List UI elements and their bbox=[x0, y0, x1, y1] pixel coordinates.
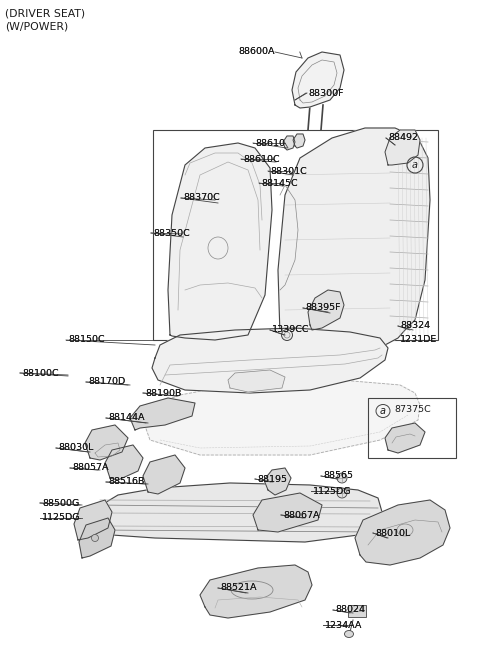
Polygon shape bbox=[85, 425, 128, 460]
Text: 88500G: 88500G bbox=[42, 499, 79, 507]
Text: 88300F: 88300F bbox=[308, 88, 344, 98]
Text: 1231DE: 1231DE bbox=[400, 336, 437, 344]
Text: 88145C: 88145C bbox=[261, 178, 298, 188]
Text: 1231DE: 1231DE bbox=[400, 336, 437, 344]
Text: 87375C: 87375C bbox=[394, 406, 431, 414]
Text: 88492: 88492 bbox=[388, 134, 418, 142]
Text: 88300F: 88300F bbox=[308, 88, 344, 98]
Polygon shape bbox=[228, 370, 285, 392]
Text: 88010L: 88010L bbox=[375, 529, 410, 537]
Text: 1125DG: 1125DG bbox=[42, 513, 81, 523]
Text: 88144A: 88144A bbox=[108, 414, 144, 422]
Text: 88030L: 88030L bbox=[58, 444, 94, 452]
Text: 88565: 88565 bbox=[323, 471, 353, 481]
Text: 88610C: 88610C bbox=[243, 154, 280, 164]
Text: 88057A: 88057A bbox=[72, 464, 108, 473]
Bar bbox=[153, 130, 438, 340]
Text: 88350C: 88350C bbox=[153, 229, 190, 237]
Text: 1125DG: 1125DG bbox=[313, 487, 351, 495]
Text: 88324: 88324 bbox=[400, 321, 430, 331]
Polygon shape bbox=[308, 290, 344, 330]
Ellipse shape bbox=[337, 473, 347, 483]
Text: 88170D: 88170D bbox=[88, 378, 125, 386]
Text: 88195: 88195 bbox=[257, 475, 287, 483]
Polygon shape bbox=[85, 483, 382, 545]
Polygon shape bbox=[292, 52, 344, 108]
Polygon shape bbox=[385, 130, 420, 165]
Text: 88170D: 88170D bbox=[88, 378, 125, 386]
Text: 1339CC: 1339CC bbox=[272, 325, 310, 334]
Text: 88100C: 88100C bbox=[22, 368, 59, 378]
Polygon shape bbox=[143, 455, 185, 494]
Text: (DRIVER SEAT)
(W/POWER): (DRIVER SEAT) (W/POWER) bbox=[5, 8, 85, 32]
Text: 88500G: 88500G bbox=[42, 499, 79, 507]
Text: 88516B: 88516B bbox=[108, 477, 144, 487]
Text: 88301C: 88301C bbox=[270, 166, 307, 176]
Text: 88395F: 88395F bbox=[305, 303, 340, 313]
Text: 88370C: 88370C bbox=[183, 194, 220, 203]
Text: 88057A: 88057A bbox=[72, 464, 108, 473]
Text: 88100C: 88100C bbox=[22, 368, 59, 378]
Bar bbox=[368, 398, 456, 458]
Text: 1125DG: 1125DG bbox=[313, 487, 351, 495]
Text: 88395F: 88395F bbox=[305, 303, 340, 313]
Polygon shape bbox=[143, 380, 420, 455]
Polygon shape bbox=[168, 143, 272, 340]
Text: 88067A: 88067A bbox=[283, 511, 320, 519]
Bar bbox=[348, 605, 366, 617]
Polygon shape bbox=[105, 445, 143, 480]
Polygon shape bbox=[79, 518, 115, 558]
Text: 1125DG: 1125DG bbox=[42, 513, 81, 523]
Text: 88350C: 88350C bbox=[153, 229, 190, 237]
Text: 88144A: 88144A bbox=[108, 414, 144, 422]
Text: 88370C: 88370C bbox=[183, 194, 220, 203]
Polygon shape bbox=[152, 328, 388, 393]
Text: 88600A: 88600A bbox=[239, 47, 275, 57]
Text: a: a bbox=[380, 406, 386, 416]
Polygon shape bbox=[74, 500, 112, 540]
Text: 88190B: 88190B bbox=[145, 388, 181, 398]
Text: 88024: 88024 bbox=[335, 606, 365, 614]
Text: 88301C: 88301C bbox=[270, 166, 307, 176]
Polygon shape bbox=[253, 493, 322, 532]
Polygon shape bbox=[130, 398, 195, 430]
Text: 1339CC: 1339CC bbox=[272, 325, 310, 334]
Text: 1234AA: 1234AA bbox=[325, 620, 362, 630]
Polygon shape bbox=[264, 468, 291, 495]
Text: 88010L: 88010L bbox=[375, 529, 410, 537]
Text: 88521A: 88521A bbox=[220, 583, 256, 593]
Text: 88516B: 88516B bbox=[108, 477, 144, 487]
Ellipse shape bbox=[281, 329, 292, 340]
Text: 88067A: 88067A bbox=[283, 511, 320, 519]
Polygon shape bbox=[200, 565, 312, 618]
Polygon shape bbox=[355, 500, 450, 565]
Ellipse shape bbox=[92, 535, 98, 541]
Text: 88190B: 88190B bbox=[145, 388, 181, 398]
Text: 88145C: 88145C bbox=[261, 178, 298, 188]
Text: 88150C: 88150C bbox=[68, 336, 105, 344]
Polygon shape bbox=[283, 136, 295, 150]
Text: 88195: 88195 bbox=[257, 475, 287, 483]
Text: 88150C: 88150C bbox=[68, 336, 105, 344]
Polygon shape bbox=[385, 423, 425, 453]
Text: 88521A: 88521A bbox=[220, 583, 256, 593]
Text: 88610: 88610 bbox=[255, 138, 285, 148]
Ellipse shape bbox=[337, 488, 347, 498]
Text: 88324: 88324 bbox=[400, 321, 430, 331]
Text: 88610C: 88610C bbox=[243, 154, 280, 164]
Text: 88492: 88492 bbox=[388, 134, 418, 142]
Text: 88565: 88565 bbox=[323, 471, 353, 481]
Polygon shape bbox=[293, 134, 305, 148]
Text: 88024: 88024 bbox=[335, 606, 365, 614]
Ellipse shape bbox=[345, 630, 353, 638]
Text: a: a bbox=[412, 160, 418, 170]
Polygon shape bbox=[278, 128, 430, 348]
Text: 1234AA: 1234AA bbox=[325, 620, 362, 630]
Text: 88600A: 88600A bbox=[239, 47, 275, 57]
Text: 88030L: 88030L bbox=[58, 444, 94, 452]
Text: 88610: 88610 bbox=[255, 138, 285, 148]
